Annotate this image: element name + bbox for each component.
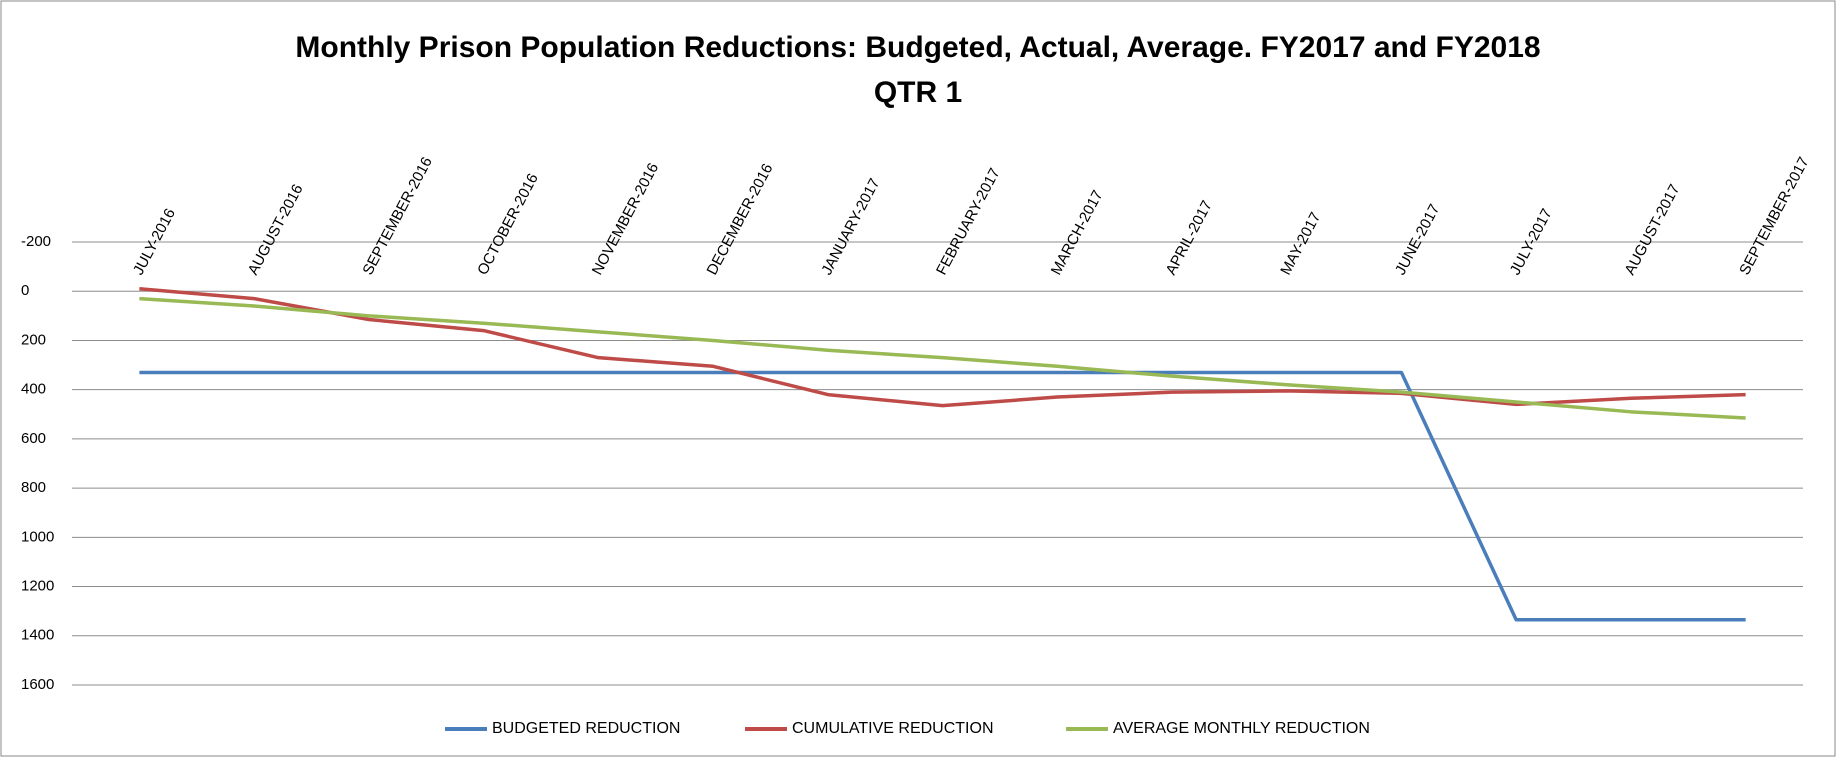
y-tick-label: 400 (21, 381, 46, 398)
y-tick-label: 800 (21, 479, 46, 496)
y-tick-label: 1200 (21, 578, 54, 595)
series-line (139, 287, 1746, 408)
series-line (139, 296, 1746, 420)
legend-label: AVERAGE MONTHLY REDUCTION (1113, 720, 1370, 737)
y-tick-label: 1400 (21, 627, 54, 644)
legend-label: CUMULATIVE REDUCTION (792, 720, 994, 737)
chart-title: QTR 1 (874, 76, 962, 109)
y-tick-label: 200 (21, 331, 46, 348)
series-line (139, 370, 1746, 622)
y-tick-label: -200 (21, 233, 51, 250)
y-tick-label: 1000 (21, 528, 54, 545)
legend-label: BUDGETED REDUCTION (492, 720, 680, 737)
y-tick-label: 0 (21, 282, 29, 299)
y-tick-label: 1600 (21, 676, 54, 693)
chart-title: Monthly Prison Population Reductions: Bu… (295, 31, 1540, 64)
y-tick-label: 600 (21, 430, 46, 447)
